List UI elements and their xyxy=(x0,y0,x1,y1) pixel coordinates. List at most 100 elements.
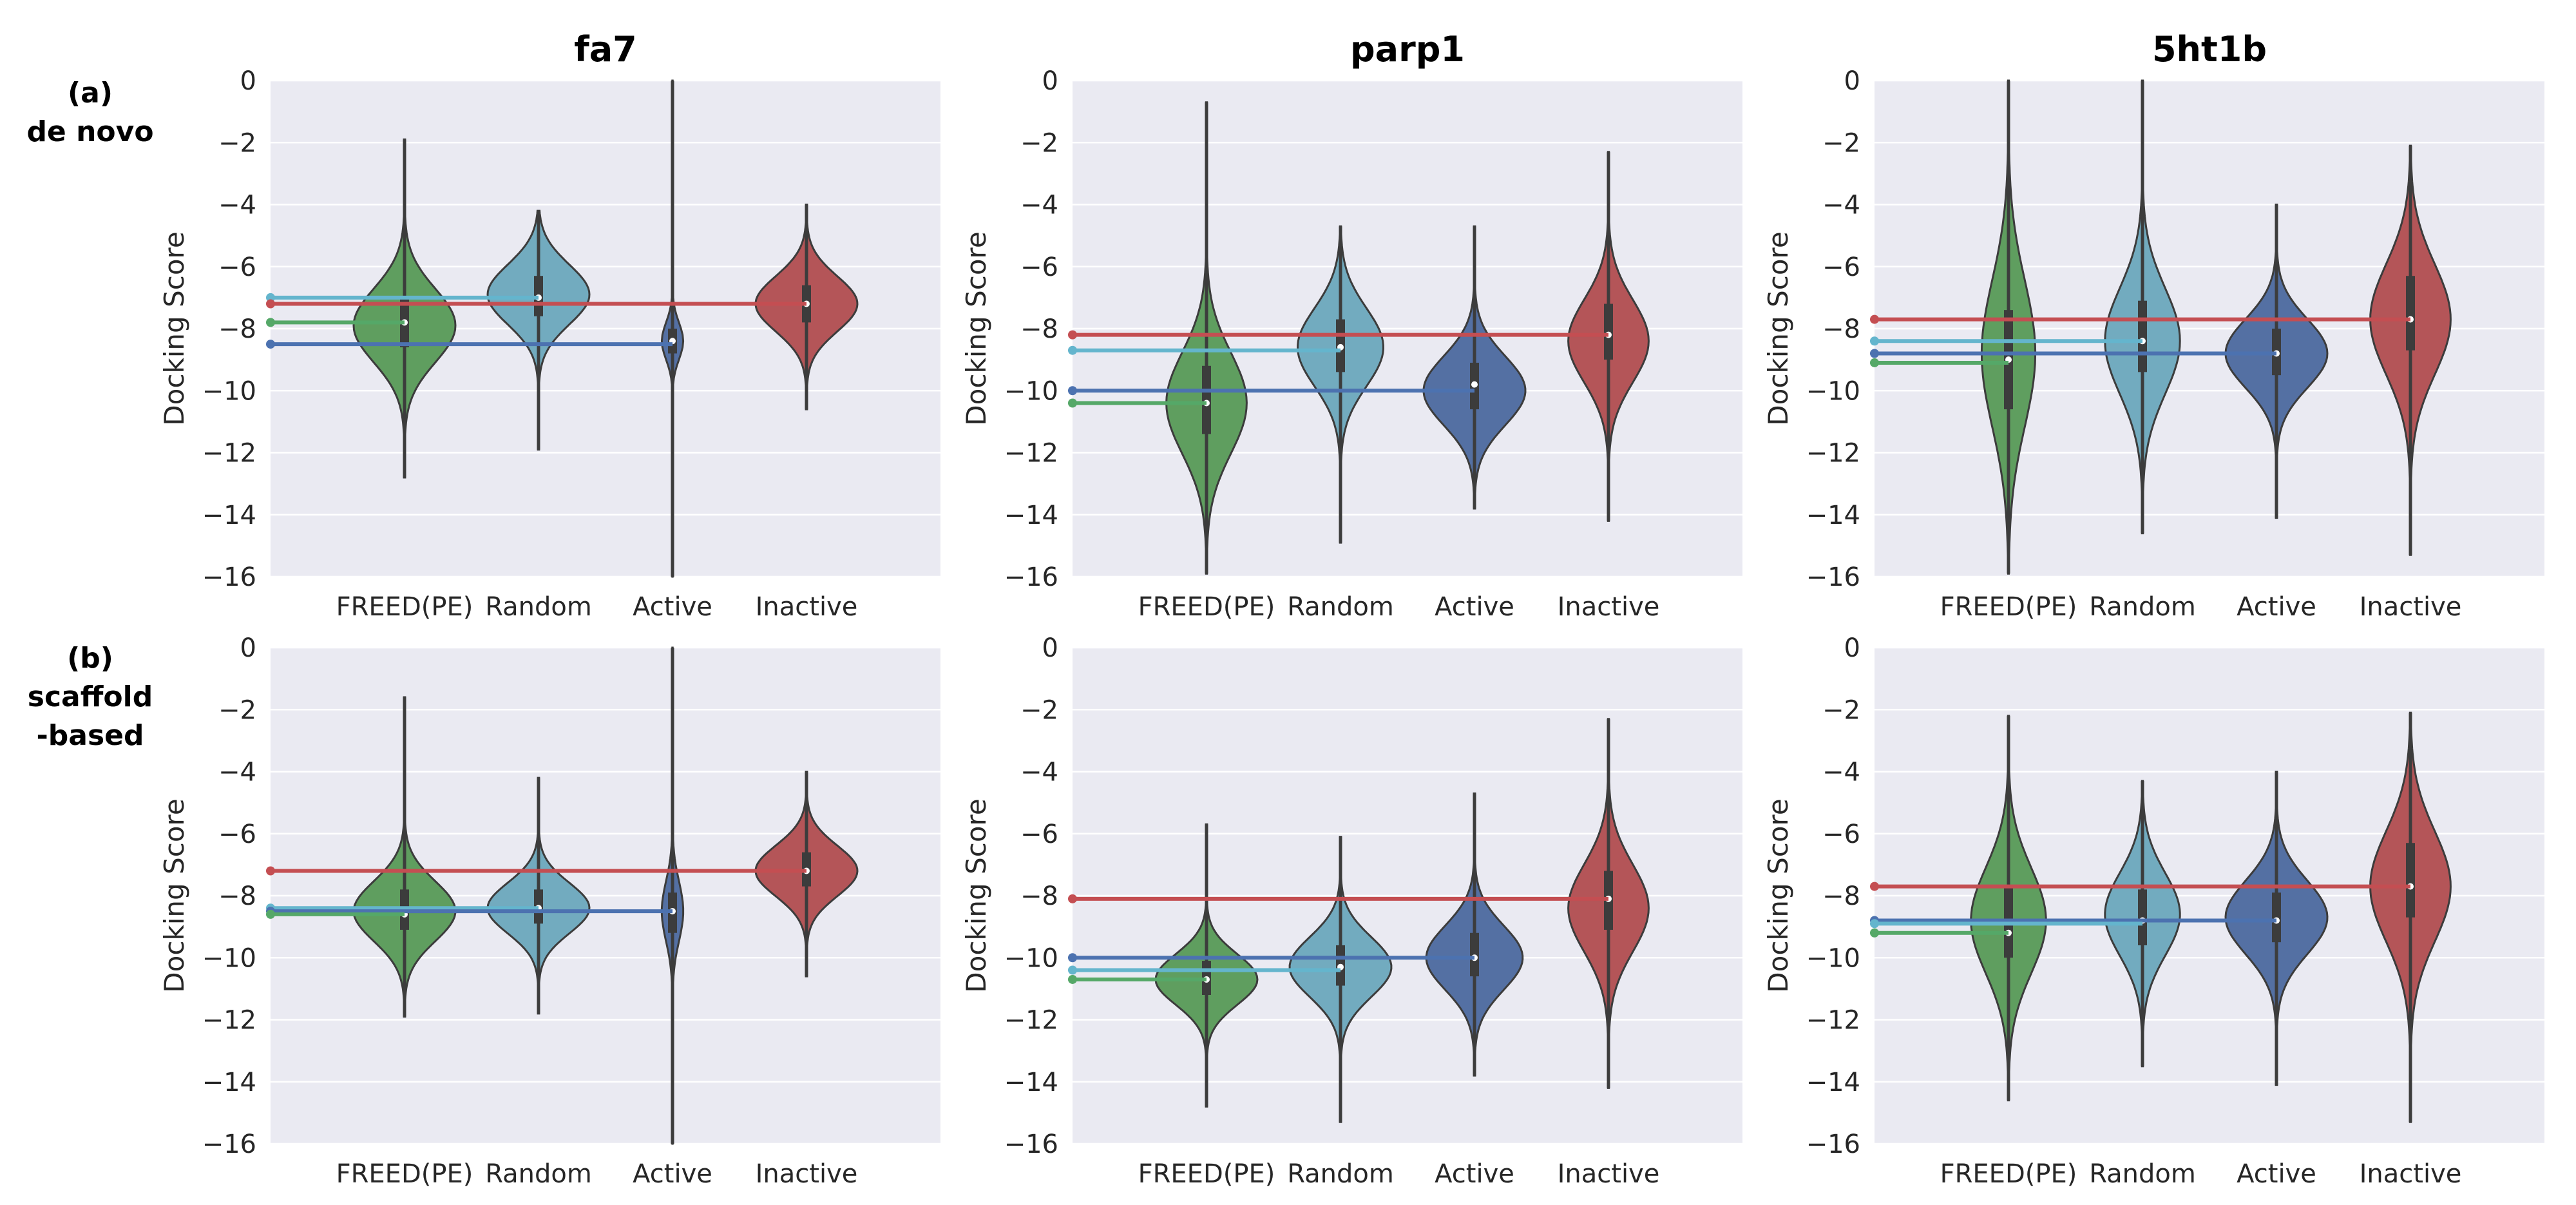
x-tick-label: Inactive xyxy=(756,1159,858,1189)
violin-iqr-box xyxy=(2406,843,2415,918)
x-tick-label: Active xyxy=(633,592,712,622)
reference-line-marker xyxy=(1870,314,1879,324)
reference-line-marker xyxy=(266,293,275,302)
y-tick-label: −2 xyxy=(218,695,256,725)
y-tick-label: −14 xyxy=(1806,1068,1860,1097)
y-axis-label: Docking Score xyxy=(1762,231,1794,425)
x-tick-label: Random xyxy=(1287,1159,1394,1189)
x-tick-label: Random xyxy=(485,592,592,622)
y-tick-label: −12 xyxy=(202,439,256,468)
reference-line-marker xyxy=(266,299,275,309)
y-tick-label: −6 xyxy=(1020,253,1058,282)
x-tick-label: Inactive xyxy=(2360,592,2462,622)
x-tick-label: FREED(PE) xyxy=(1138,592,1275,622)
y-tick-label: −6 xyxy=(218,253,256,282)
row-label-b-tag: (b) xyxy=(67,642,113,675)
y-tick-label: −16 xyxy=(1806,563,1860,592)
x-tick-label: FREED(PE) xyxy=(1940,1159,2077,1189)
x-tick-label: Active xyxy=(1435,1159,1514,1189)
y-tick-label: −8 xyxy=(218,882,256,911)
reference-line-marker xyxy=(1068,974,1077,984)
y-tick-label: −14 xyxy=(1806,501,1860,530)
y-tick-label: −16 xyxy=(1004,563,1058,592)
reference-line-marker xyxy=(1870,336,1879,346)
y-tick-label: −10 xyxy=(1004,943,1058,973)
y-tick-label: −14 xyxy=(202,1068,256,1097)
y-tick-label: −12 xyxy=(1806,1006,1860,1036)
row-label-a-line1: de novo xyxy=(26,115,154,148)
x-tick-label: Random xyxy=(2089,1159,2196,1189)
y-tick-label: −2 xyxy=(1822,695,1860,725)
y-tick-label: −2 xyxy=(218,128,256,158)
y-tick-label: −2 xyxy=(1822,128,1860,158)
y-tick-label: −12 xyxy=(1806,439,1860,468)
y-tick-label: −16 xyxy=(202,563,256,592)
y-tick-label: −6 xyxy=(1822,820,1860,849)
reference-line-marker xyxy=(1870,349,1879,358)
reference-line-marker xyxy=(1068,330,1077,340)
y-tick-label: −16 xyxy=(202,1130,256,1159)
row-label-a-tag: (a) xyxy=(68,77,113,110)
y-tick-label: −10 xyxy=(1806,376,1860,406)
reference-line-marker xyxy=(1870,919,1879,929)
violin-iqr-box xyxy=(2138,300,2147,372)
y-axis-label: Docking Score xyxy=(960,231,992,425)
y-tick-label: −2 xyxy=(1020,695,1058,725)
y-tick-label: −4 xyxy=(218,191,256,220)
row-label-a: (a) de novo xyxy=(13,74,167,151)
panel-2: 0 −2 −4 −6 −8 −10 −12 −14 −16 Docking Score 5ht1b F… xyxy=(1762,29,2544,622)
x-tick-label: Inactive xyxy=(1558,592,1660,622)
reference-line-marker xyxy=(1870,928,1879,938)
reference-line-marker xyxy=(1870,358,1879,367)
row-label-b-line1: scaffold xyxy=(27,680,153,713)
y-tick-label: −14 xyxy=(1004,501,1058,530)
y-tick-label: −4 xyxy=(1020,191,1058,220)
y-tick-label: −10 xyxy=(1004,376,1058,406)
x-tick-label: Random xyxy=(2089,592,2196,622)
x-tick-label: Active xyxy=(1435,592,1514,622)
x-tick-label: Inactive xyxy=(756,592,858,622)
y-tick-label: −16 xyxy=(1806,1130,1860,1159)
y-tick-label: −6 xyxy=(1822,253,1860,282)
panel-title: 5ht1b xyxy=(2152,29,2267,70)
y-axis-label: Docking Score xyxy=(158,798,190,992)
x-tick-label: Random xyxy=(485,1159,592,1189)
y-tick-label: −6 xyxy=(1020,820,1058,849)
reference-line-marker xyxy=(266,318,275,327)
y-tick-label: 0 xyxy=(1844,633,1860,663)
y-tick-label: −4 xyxy=(1822,191,1860,220)
panel-3: 0 −2 −4 −6 −8 −10 −12 −14 −16 Docking Score FREED(… xyxy=(158,633,940,1189)
x-tick-label: FREED(PE) xyxy=(336,592,473,622)
panel-title: parp1 xyxy=(1350,29,1465,70)
reference-line-marker xyxy=(1068,965,1077,975)
y-tick-label: −14 xyxy=(1004,1068,1058,1097)
y-tick-label: −8 xyxy=(218,314,256,344)
y-tick-label: −10 xyxy=(202,943,256,973)
y-tick-label: 0 xyxy=(240,66,256,96)
violin-median-dot xyxy=(1471,381,1478,388)
x-tick-label: FREED(PE) xyxy=(336,1159,473,1189)
reference-line-marker xyxy=(1068,345,1077,355)
panel-1: 0 −2 −4 −6 −8 −10 −12 −14 −16 Docking Score parp1 F… xyxy=(960,29,1742,622)
y-tick-label: −6 xyxy=(218,820,256,849)
x-tick-label: Inactive xyxy=(1558,1159,1660,1189)
x-tick-label: Active xyxy=(2237,592,2316,622)
y-tick-label: 0 xyxy=(1042,633,1058,663)
panel-title: fa7 xyxy=(574,29,637,70)
y-tick-label: −14 xyxy=(202,501,256,530)
reference-line-marker xyxy=(266,909,275,919)
y-tick-label: −10 xyxy=(1806,943,1860,973)
y-tick-label: 0 xyxy=(1844,66,1860,96)
reference-line-marker xyxy=(1870,882,1879,891)
y-tick-label: −4 xyxy=(218,758,256,787)
x-tick-label: FREED(PE) xyxy=(1940,592,2077,622)
panel-4: 0 −2 −4 −6 −8 −10 −12 −14 −16 Docking Score FREED(… xyxy=(960,633,1742,1189)
x-tick-label: Random xyxy=(1287,592,1394,622)
reference-line-marker xyxy=(1068,894,1077,903)
y-axis-label: Docking Score xyxy=(158,231,190,425)
reference-line-marker xyxy=(266,866,275,876)
y-tick-label: −10 xyxy=(202,376,256,406)
y-tick-label: −12 xyxy=(202,1006,256,1036)
y-tick-label: −8 xyxy=(1020,314,1058,344)
